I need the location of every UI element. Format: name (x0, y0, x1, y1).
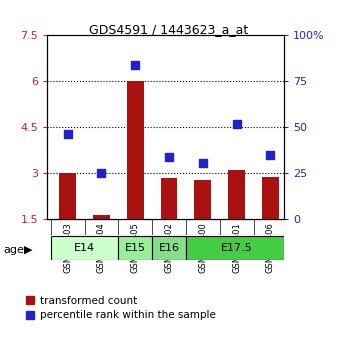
Bar (51, 236, 118, 260)
Point (99, 171, 104, 176)
Text: E16: E16 (159, 243, 179, 253)
Point (268, 152, 273, 158)
Point (166, 154, 172, 159)
Point (132, 62, 138, 67)
Bar (118, 236, 152, 260)
Text: GDS4591 / 1443623_a_at: GDS4591 / 1443623_a_at (89, 23, 249, 36)
Text: E14: E14 (74, 243, 95, 253)
Point (65, 131, 70, 136)
Bar (93, 215, 110, 219)
Bar (59, 173, 76, 219)
Bar (127, 81, 144, 219)
Text: E15: E15 (125, 243, 146, 253)
Bar (228, 170, 245, 219)
Bar (161, 178, 177, 219)
Text: ▶: ▶ (24, 245, 33, 255)
Point (234, 121, 239, 127)
Bar (262, 177, 279, 219)
Text: E17.5: E17.5 (221, 243, 252, 253)
Point (200, 160, 206, 166)
Text: age: age (3, 245, 24, 255)
Bar (186, 236, 287, 260)
Bar (194, 179, 211, 219)
Legend: transformed count, percentile rank within the sample: transformed count, percentile rank withi… (22, 292, 220, 325)
Bar (152, 236, 186, 260)
